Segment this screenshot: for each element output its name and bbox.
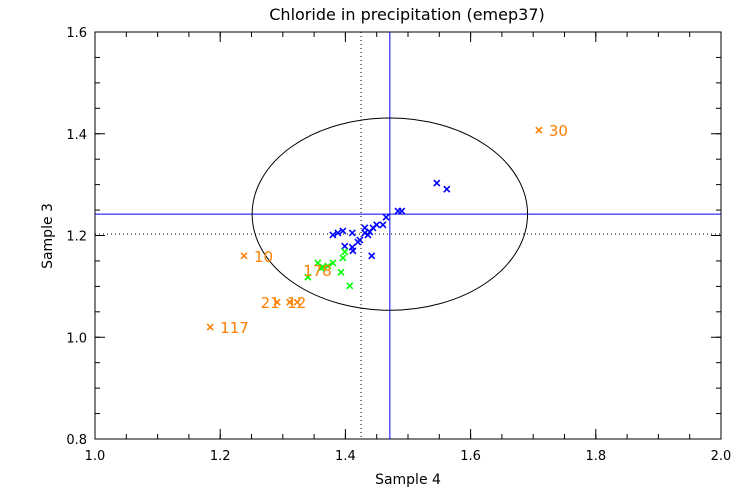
outlier-label: 30 bbox=[549, 122, 568, 140]
data-point-marker bbox=[314, 259, 322, 267]
confidence-ellipse bbox=[251, 117, 529, 311]
y-axis-label: Sample 3 bbox=[40, 203, 56, 269]
data-point-marker bbox=[329, 259, 337, 267]
data-point-marker bbox=[339, 254, 347, 262]
outlier-label: 10 bbox=[254, 248, 273, 266]
data-point-marker bbox=[324, 262, 332, 270]
data-point-marker bbox=[334, 229, 342, 237]
outlier-label: 21 bbox=[261, 294, 280, 312]
y-tick-label: 1.4 bbox=[66, 128, 87, 143]
y-tick-label: 1.6 bbox=[66, 26, 87, 41]
data-point-marker bbox=[273, 298, 281, 306]
data-point-marker bbox=[206, 323, 214, 331]
x-tick-label: 1.6 bbox=[460, 449, 481, 464]
data-point-marker bbox=[341, 242, 349, 250]
plot-area: 1.0 1.2 1.4 1.6 1.8 2.00.81.01.21.41.63010117… bbox=[66, 26, 731, 464]
data-point-marker bbox=[337, 268, 345, 276]
x-tick-label: 1.4 bbox=[335, 449, 356, 464]
data-point-marker bbox=[348, 229, 356, 237]
x-tick-label: 1.8 bbox=[585, 449, 606, 464]
plot-frame bbox=[94, 31, 722, 440]
data-point-marker bbox=[293, 298, 301, 306]
chart-title: Chloride in precipitation (emep37) bbox=[269, 5, 544, 24]
data-point-marker bbox=[348, 243, 356, 251]
x-axis-label: Sample 4 bbox=[375, 472, 441, 488]
data-point-marker bbox=[368, 252, 376, 260]
data-point-marker bbox=[304, 273, 312, 281]
data-point-marker bbox=[346, 282, 354, 290]
x-tick-label: 1.0 bbox=[85, 449, 106, 464]
y-tick-label: 1.0 bbox=[66, 331, 87, 346]
data-point-marker bbox=[398, 207, 406, 215]
data-point-marker bbox=[354, 238, 362, 246]
data-point-marker bbox=[341, 248, 349, 256]
outlier-label: 117 bbox=[220, 319, 249, 337]
data-point-marker bbox=[329, 231, 337, 239]
y-tick-label: 1.2 bbox=[66, 230, 87, 245]
data-point-marker bbox=[286, 298, 294, 306]
x-tick-label: 2.0 bbox=[711, 449, 732, 464]
data-point-marker bbox=[339, 227, 347, 235]
data-point-marker bbox=[317, 264, 325, 272]
data-point-marker bbox=[379, 221, 387, 229]
x-tick-label: 1.2 bbox=[210, 449, 231, 464]
data-point-marker bbox=[240, 252, 248, 260]
data-point-marker bbox=[433, 179, 441, 187]
data-point-marker bbox=[364, 231, 372, 239]
data-point-marker bbox=[535, 126, 543, 134]
y-tick-label: 0.8 bbox=[66, 433, 87, 448]
outlier-label: 178 bbox=[303, 262, 332, 280]
data-point-marker bbox=[443, 185, 451, 193]
data-point-marker bbox=[382, 213, 390, 221]
